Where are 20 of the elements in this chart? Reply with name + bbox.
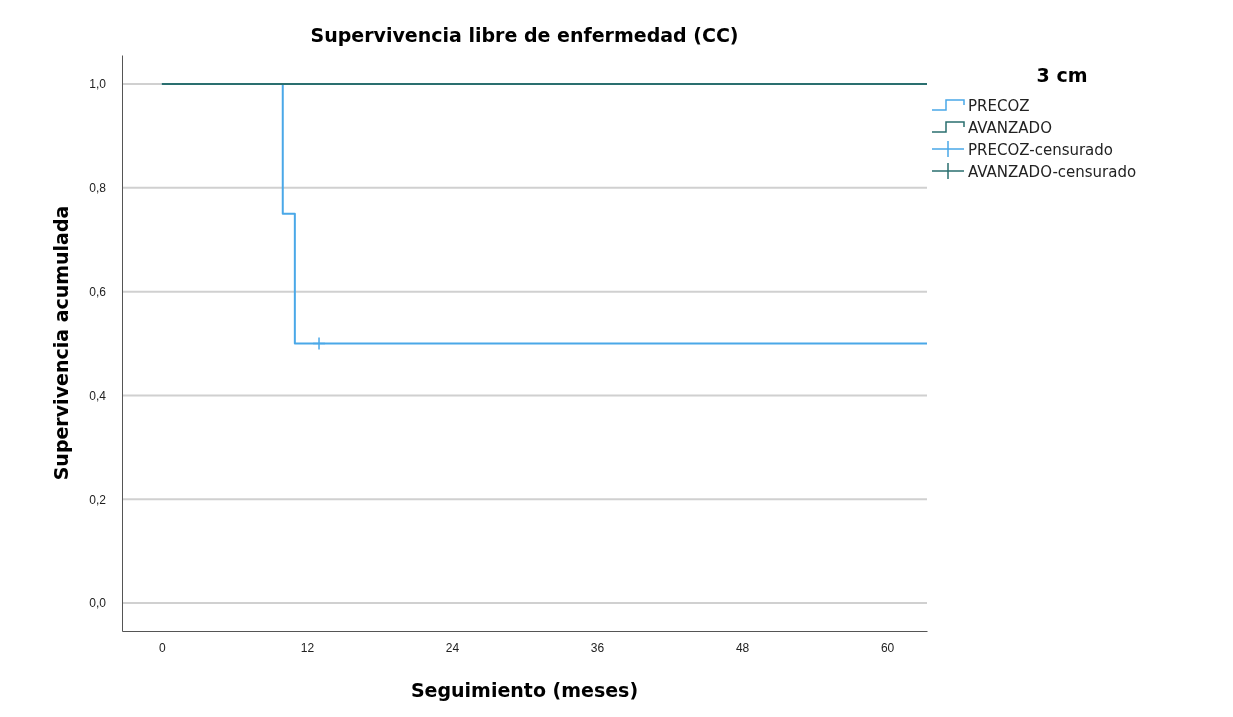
x-tick-label: 24 xyxy=(445,640,460,655)
x-tick-label: 48 xyxy=(735,640,750,655)
chart-title: Supervivencia libre de enfermedad (CC) xyxy=(310,24,739,46)
x-tick-label: 12 xyxy=(300,640,315,655)
y-tick-label: 0,0 xyxy=(89,596,107,611)
legend-label: AVANZADO xyxy=(968,119,1052,137)
y-tick-label: 0,4 xyxy=(89,388,107,403)
y-tick-label: 0,6 xyxy=(89,284,107,299)
x-tick-label: 0 xyxy=(159,640,167,655)
legend-label: PRECOZ xyxy=(968,97,1030,115)
legend-label: PRECOZ-censurado xyxy=(968,141,1114,159)
x-axis-title: Seguimiento (meses) xyxy=(410,679,639,701)
x-tick-label: 60 xyxy=(880,640,895,655)
y-tick-label: 1,0 xyxy=(89,77,107,92)
legend-title: 3 cm xyxy=(1036,64,1088,86)
y-tick-label: 0,8 xyxy=(89,181,107,196)
y-tick-label: 0,2 xyxy=(89,492,107,507)
x-tick-label: 36 xyxy=(590,640,605,655)
legend-label: AVANZADO-censurado xyxy=(968,163,1137,181)
y-axis-title: Supervivencia acumulada xyxy=(50,205,72,481)
